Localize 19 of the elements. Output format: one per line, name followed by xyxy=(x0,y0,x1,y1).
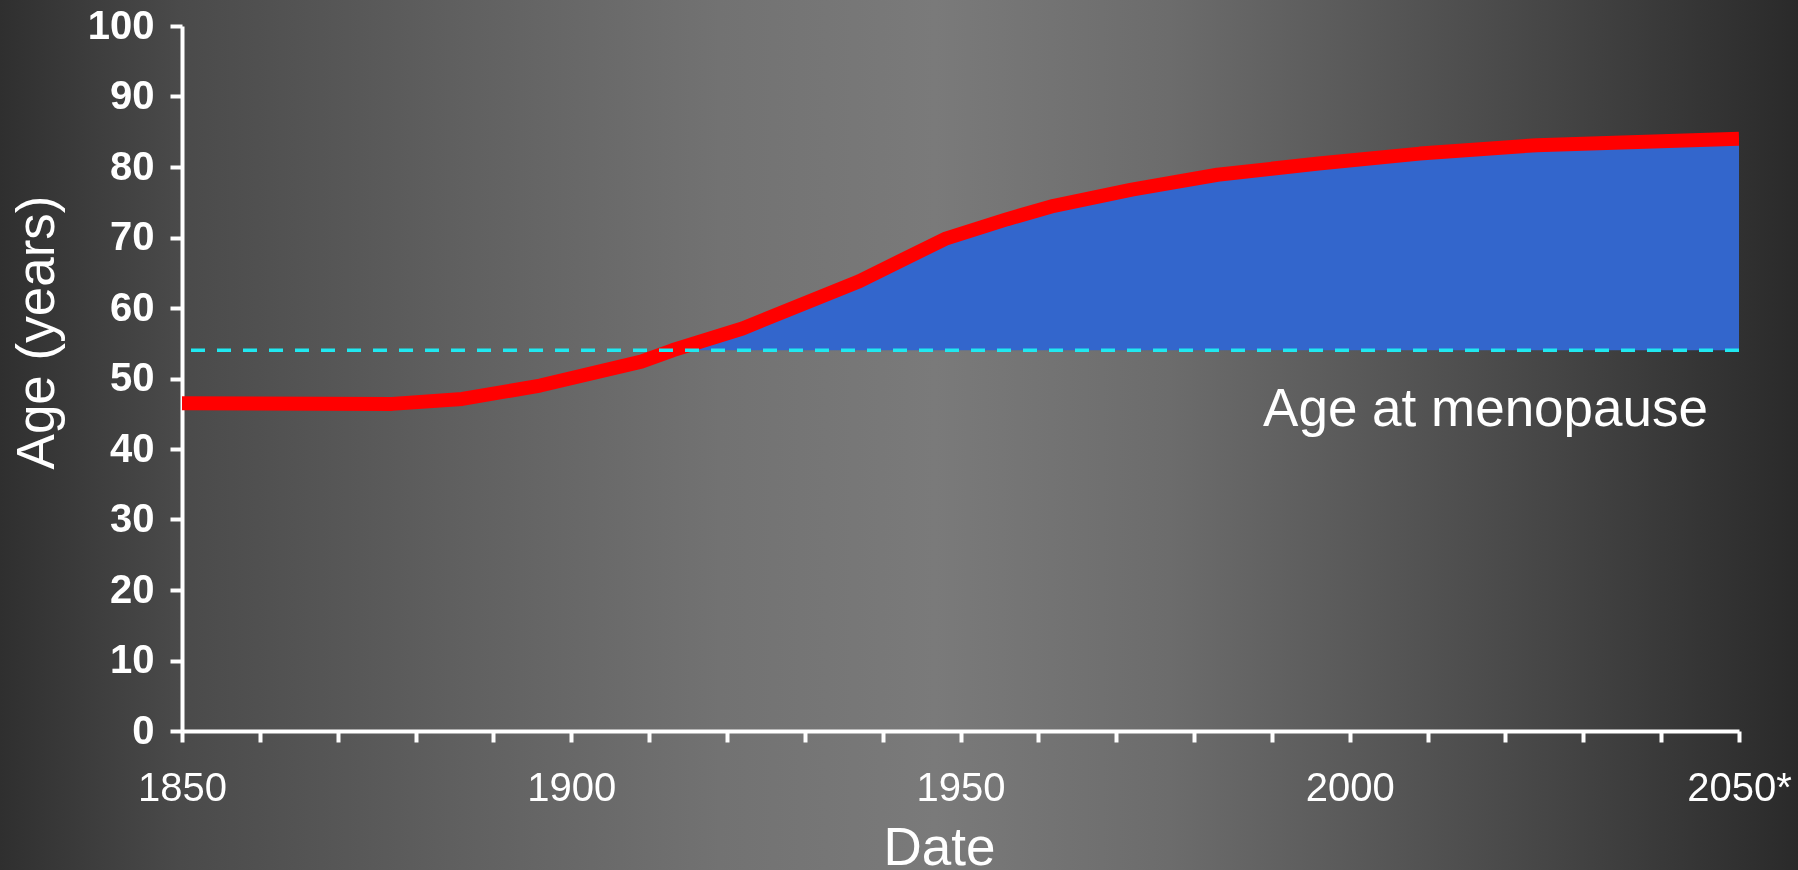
y-tick-label: 0 xyxy=(132,707,155,752)
x-tick-label: 1900 xyxy=(527,764,617,809)
y-tick-label: 10 xyxy=(110,637,155,681)
ref-line-label: Age at menopause xyxy=(1263,378,1708,438)
y-tick-label: 80 xyxy=(110,143,155,188)
x-tick-label: 2050* xyxy=(1687,764,1792,809)
y-tick-label: 50 xyxy=(110,355,155,399)
y-axis-title: Age (years) xyxy=(5,195,65,470)
y-tick-label: 100 xyxy=(87,2,155,47)
y-tick-label: 30 xyxy=(110,496,155,540)
y-tick-label: 40 xyxy=(110,425,155,470)
y-tick-label: 70 xyxy=(110,214,155,258)
x-tick-label: 1950 xyxy=(916,764,1006,809)
y-tick-label: 90 xyxy=(110,73,155,117)
y-tick-label: 20 xyxy=(110,566,155,611)
y-tick-label: 60 xyxy=(110,284,155,329)
x-axis-title: Date xyxy=(883,816,996,870)
x-tick-label: 2000 xyxy=(1305,764,1395,809)
x-tick-label: 1850 xyxy=(138,764,227,809)
